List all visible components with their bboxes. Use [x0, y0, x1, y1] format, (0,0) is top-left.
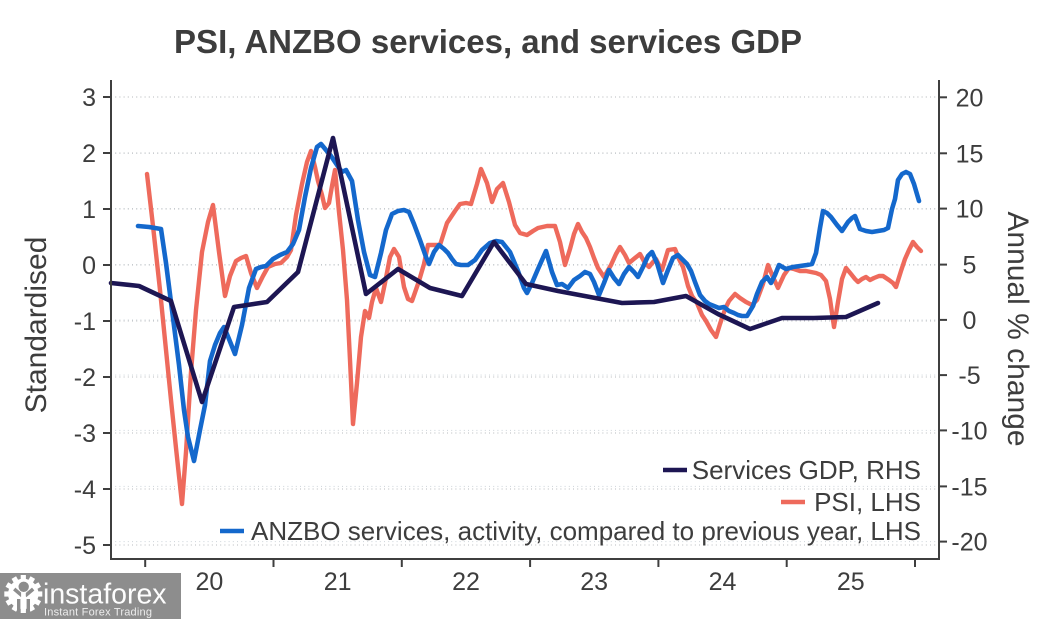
svg-text:24: 24	[709, 568, 737, 596]
svg-text:-5: -5	[74, 532, 96, 560]
svg-text:0: 0	[963, 307, 977, 335]
svg-text:25: 25	[837, 568, 865, 596]
svg-text:23: 23	[580, 568, 608, 596]
svg-text:PSI, LHS: PSI, LHS	[814, 487, 921, 517]
svg-text:-5: -5	[958, 362, 980, 390]
svg-text:20: 20	[195, 568, 223, 596]
svg-text:3: 3	[82, 84, 96, 112]
svg-text:Annual % change: Annual % change	[1001, 211, 1034, 446]
svg-text:instaforex: instaforex	[43, 579, 167, 611]
svg-text:-1: -1	[74, 308, 96, 336]
svg-text:0: 0	[82, 252, 96, 280]
svg-text:1: 1	[82, 196, 96, 224]
svg-text:20: 20	[956, 84, 984, 112]
svg-text:-2: -2	[74, 364, 96, 392]
svg-text:Services GDP, RHS: Services GDP, RHS	[692, 455, 921, 485]
svg-text:-4: -4	[74, 476, 96, 504]
svg-text:-3: -3	[74, 420, 96, 448]
svg-text:21: 21	[324, 568, 352, 596]
svg-text:Standardised: Standardised	[20, 237, 53, 414]
svg-text:22: 22	[452, 568, 480, 596]
svg-text:ANZBO services, activity, comp: ANZBO services, activity, compared to pr…	[251, 516, 921, 546]
svg-text:-10: -10	[951, 417, 987, 445]
svg-text:-15: -15	[951, 473, 987, 501]
svg-text:5: 5	[963, 252, 977, 280]
svg-text:-20: -20	[951, 529, 987, 557]
svg-text:Instant Forex Trading: Instant Forex Trading	[44, 607, 152, 619]
svg-text:2: 2	[82, 140, 96, 168]
svg-text:PSI, ANZBO services, and servi: PSI, ANZBO services, and services GDP	[174, 23, 802, 60]
svg-text:15: 15	[956, 140, 984, 168]
svg-text:10: 10	[956, 196, 984, 224]
